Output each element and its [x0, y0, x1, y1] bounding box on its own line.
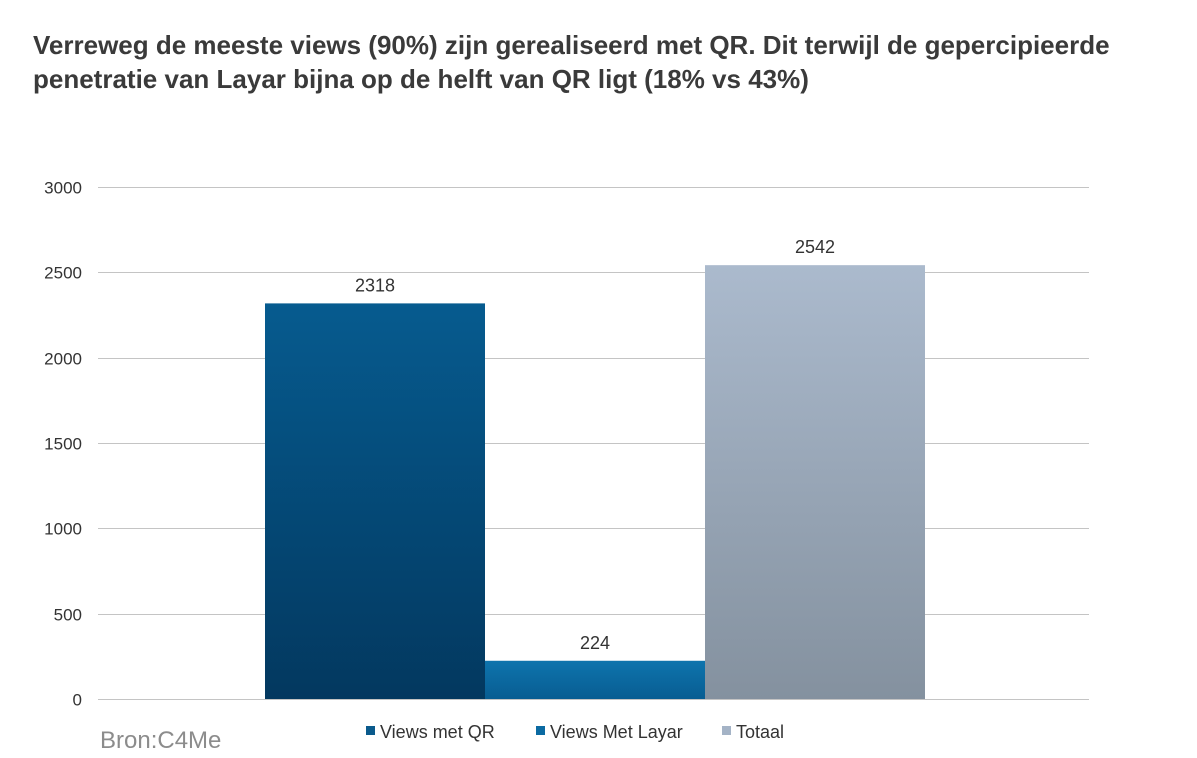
data-label-totaal: 2542 [795, 237, 835, 257]
legend-swatch-views-met-layar [536, 726, 545, 735]
data-label-views-met-qr: 2318 [355, 275, 395, 295]
legend-label-views-met-layar: Views Met Layar [550, 722, 683, 742]
y-tick-label: 1000 [44, 520, 82, 539]
data-label-views-met-layar: 224 [580, 633, 610, 653]
bar-views-met-layar [485, 660, 705, 699]
bars [265, 265, 925, 699]
y-tick-label: 2000 [44, 350, 82, 369]
y-tick-label: 500 [54, 606, 82, 625]
slide-title: Verreweg de meeste views (90%) zijn gere… [33, 30, 1110, 94]
bar-views-met-qr [265, 303, 485, 699]
legend-swatch-views-met-qr [366, 726, 375, 735]
y-tick-label: 2500 [44, 264, 82, 283]
legend-label-views-met-qr: Views met QR [380, 722, 495, 742]
source-label: Bron:C4Me [100, 727, 222, 754]
data-labels: 2318 224 2542 [355, 237, 835, 653]
gridlines [98, 187, 1089, 700]
legend-swatch-totaal [722, 726, 731, 735]
y-tick-label: 3000 [44, 179, 82, 198]
y-tick-label: 0 [73, 691, 82, 710]
legend-label-totaal: Totaal [736, 722, 784, 742]
legend: Views met QR Views Met Layar Totaal [366, 722, 784, 742]
bar-totaal [705, 265, 925, 699]
y-axis-ticks: 0 500 1000 1500 2000 2500 3000 [44, 179, 82, 710]
y-tick-label: 1500 [44, 435, 82, 454]
